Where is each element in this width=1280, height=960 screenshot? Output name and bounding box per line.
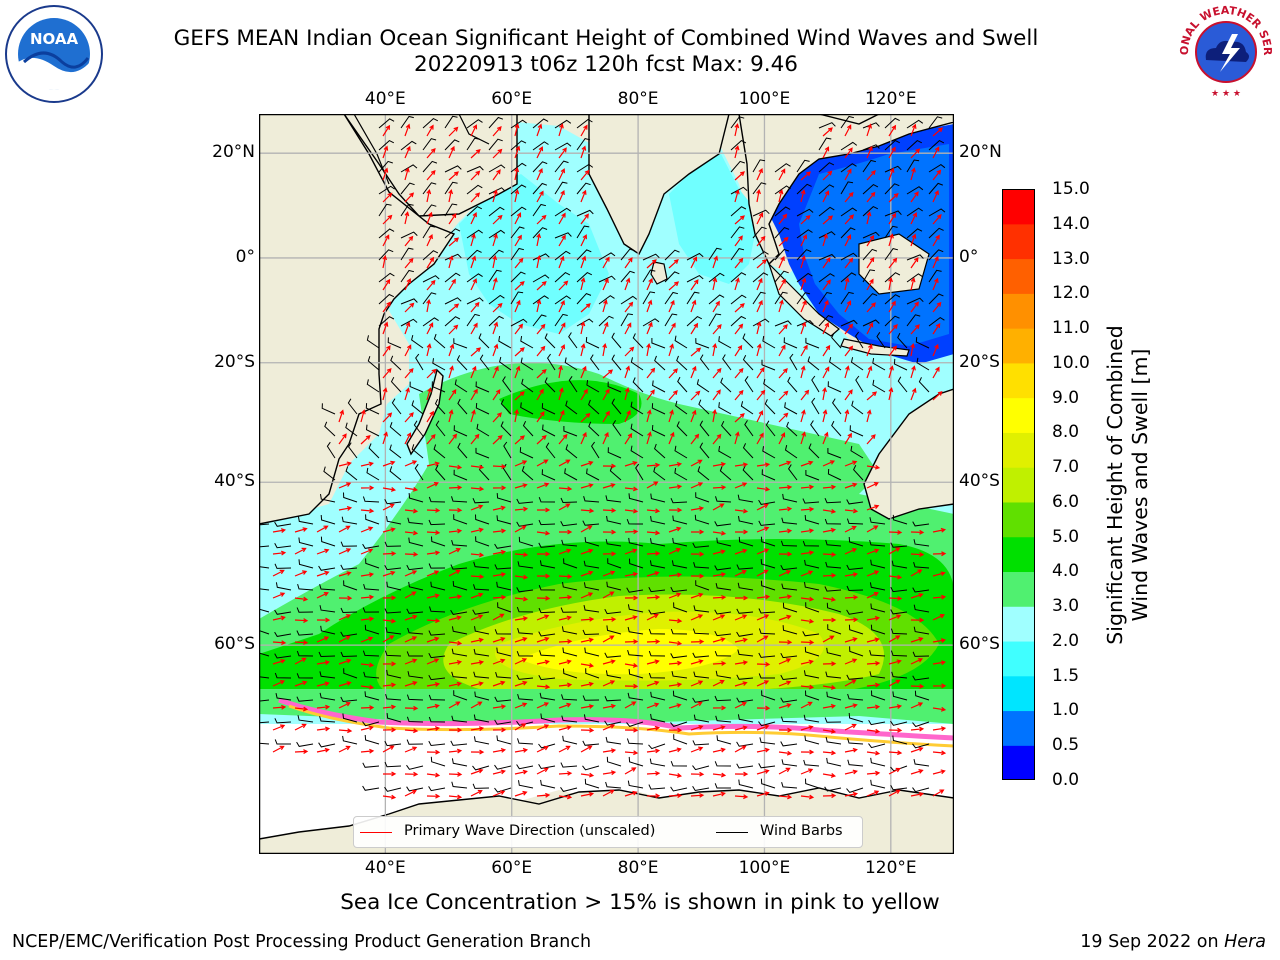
colorbar-segment <box>1002 397 1035 433</box>
sea-ice-note: Sea Ice Concentration > 15% is shown in … <box>340 890 940 915</box>
madagascar <box>406 368 444 456</box>
colorbar-segment <box>1002 710 1035 746</box>
arabian-sea <box>459 174 609 334</box>
colorbar-segment <box>1002 606 1035 642</box>
antarctic-sea <box>259 724 954 840</box>
lon-tick-label-bottom: 80°E <box>617 858 659 878</box>
colorbar-tick-label: 13.0 <box>1052 248 1090 269</box>
colorbar-tick-label: 3.0 <box>1052 596 1080 617</box>
colorbar-tick-label: 7.0 <box>1052 457 1080 478</box>
chart-title: GEFS MEAN Indian Ocean Significant Heigh… <box>173 26 1039 51</box>
lat-tick-label-right: 20°N <box>959 142 1002 163</box>
wave-band-8m <box>519 629 739 675</box>
colorbar-segment <box>1002 675 1035 712</box>
lat-tick-label-left: 40°S <box>214 471 255 492</box>
colorbar-tick-label: 12.0 <box>1052 283 1090 304</box>
lat-tick-label-right: 40°S <box>959 471 1000 492</box>
lon-tick-label-bottom: 40°E <box>364 858 406 878</box>
lat-tick-label-left: 0° <box>235 246 255 267</box>
lon-tick-label-top: 80°E <box>617 89 659 109</box>
colorbar-tick-label: 1.0 <box>1052 700 1080 721</box>
southeast-asia <box>738 114 954 266</box>
lon-tick-label-top: 40°E <box>364 89 406 109</box>
colorbar-tick-label: 2.0 <box>1052 630 1080 651</box>
colorbar-label-line1: Significant Height of Combined <box>1103 325 1127 645</box>
footer-date: 19 Sep 2022 on Hera <box>1080 932 1266 952</box>
colorbar-tick-label: 9.0 <box>1052 387 1080 408</box>
lat-tick-label-right: 20°S <box>959 351 1000 372</box>
colorbar-segment <box>1002 640 1035 677</box>
lon-tick-label-top: 60°E <box>491 89 533 109</box>
colorbar-segment <box>1002 501 1035 538</box>
map-frame <box>259 114 954 854</box>
lon-tick-label-bottom: 60°E <box>491 858 533 878</box>
sri-lanka <box>650 261 668 285</box>
lat-tick-label-left: 20°S <box>214 351 255 372</box>
map-legend: Primary Wave Direction (unscaled) Wind B… <box>353 816 863 848</box>
colorbar-tick-label: 8.0 <box>1052 422 1080 443</box>
colorbar-tick-label: 5.0 <box>1052 526 1080 547</box>
colorbar-tick-label: 1.5 <box>1052 665 1080 686</box>
colorbar-segment <box>1002 328 1035 364</box>
chart-subtitle: 20220913 t06z 120h fcst Max: 9.46 <box>414 52 798 77</box>
colorbar-segment <box>1002 571 1035 607</box>
lat-tick-label-left: 20°N <box>212 142 255 163</box>
colorbar-tick-label: 14.0 <box>1052 213 1090 234</box>
lat-tick-label-left: 60°S <box>214 634 255 655</box>
lon-tick-label-top: 120°E <box>864 89 917 109</box>
footer-credit: NCEP/EMC/Verification Post Processing Pr… <box>12 932 592 952</box>
horn-of-africa <box>259 114 456 525</box>
footer-host: Hera <box>1224 932 1266 952</box>
colorbar-segment <box>1002 293 1035 329</box>
lon-tick-label-bottom: 120°E <box>864 858 917 878</box>
colorbar-tick-label: 11.0 <box>1052 318 1090 339</box>
india <box>588 114 730 256</box>
wave-direction-arrows <box>272 123 947 800</box>
lat-tick-label-right: 60°S <box>959 634 1000 655</box>
colorbar-label-line2: Wind Waves and Swell [m] <box>1128 348 1152 622</box>
legend-wind-barbs: Wind Barbs <box>760 823 843 839</box>
colorbar-tick-label: 4.0 <box>1052 561 1080 582</box>
australia <box>863 388 954 520</box>
colorbar-segment <box>1002 745 1035 780</box>
svg-text:★ ★ ★: ★ ★ ★ <box>1211 89 1241 99</box>
lon-tick-label-top: 100°E <box>738 89 791 109</box>
noaa-logo-text: NOAA <box>30 30 79 48</box>
colorbar-segment <box>1002 258 1035 294</box>
southern-ocean-band <box>259 689 954 724</box>
colorbar-segment <box>1002 189 1035 225</box>
legend-wave-line <box>360 832 392 833</box>
colorbar-tick-label: 15.0 <box>1052 179 1090 199</box>
colorbar-tick-label: 6.0 <box>1052 491 1080 512</box>
noaa-logo: NOAA <box>5 5 103 103</box>
colorbar-segment <box>1002 536 1035 573</box>
wave-height-map <box>259 114 954 854</box>
colorbar-tick-label: 0.5 <box>1052 735 1080 756</box>
colorbar <box>1002 189 1035 780</box>
lon-tick-label-bottom: 100°E <box>738 858 791 878</box>
wind-barbs <box>259 115 946 793</box>
sumatra <box>768 263 840 337</box>
colorbar-tick-label: 10.0 <box>1052 352 1090 373</box>
colorbar-tick-label: 0.0 <box>1052 770 1080 790</box>
colorbar-segment <box>1002 223 1035 260</box>
legend-barb-line <box>716 832 748 833</box>
legend-wave-direction: Primary Wave Direction (unscaled) <box>404 823 656 839</box>
colorbar-segment <box>1002 432 1035 468</box>
sea-ice-edge <box>278 697 954 741</box>
colorbar-segment <box>1002 467 1035 503</box>
sea-ice-edge-yellow <box>288 704 954 748</box>
nws-logo: NATIONAL WEATHER SERVICE ★ ★ ★ <box>1176 4 1274 99</box>
lat-tick-label-right: 0° <box>959 246 979 267</box>
colorbar-segment <box>1002 362 1035 399</box>
